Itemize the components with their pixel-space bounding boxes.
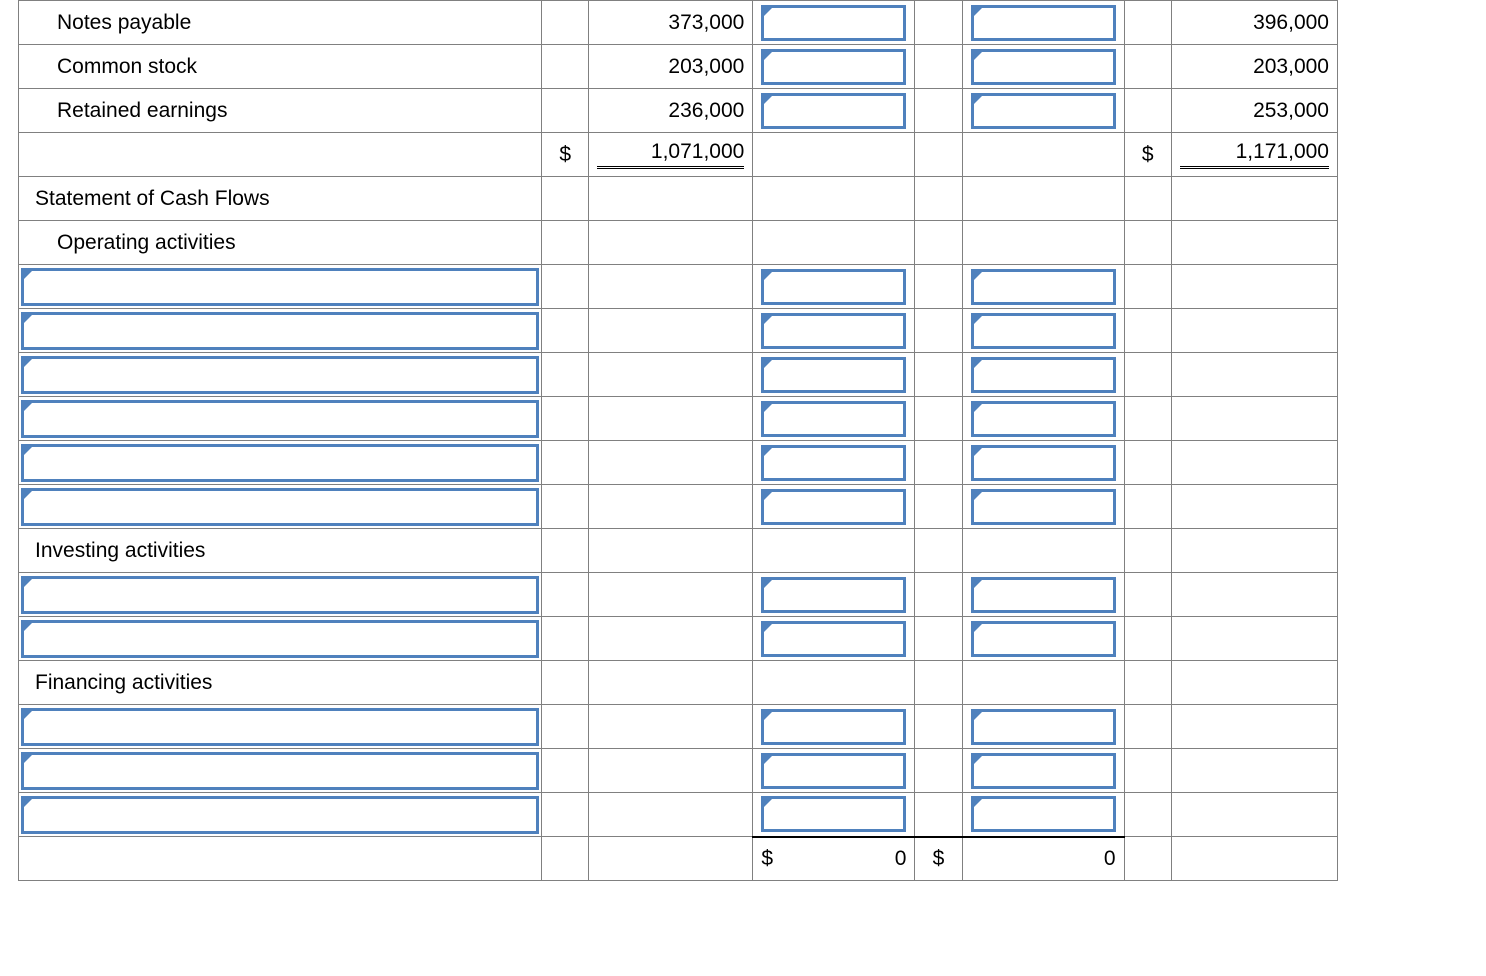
dropdown-cell[interactable] bbox=[971, 269, 1116, 305]
dropdown-cell[interactable] bbox=[761, 401, 906, 437]
dollar-sign: $ bbox=[915, 837, 962, 881]
dropdown-cell[interactable] bbox=[971, 577, 1116, 613]
row-input bbox=[19, 573, 1338, 617]
label-retained-earnings: Retained earnings bbox=[27, 99, 227, 122]
row-investing-header: Investing activities bbox=[19, 529, 1338, 573]
dropdown-cell[interactable] bbox=[761, 313, 906, 349]
row-input bbox=[19, 705, 1338, 749]
dropdown-cell[interactable] bbox=[761, 93, 906, 129]
dropdown-label[interactable] bbox=[21, 708, 539, 746]
row-input bbox=[19, 617, 1338, 661]
dropdown-cell[interactable] bbox=[761, 49, 906, 85]
row-input bbox=[19, 441, 1338, 485]
dropdown-cell[interactable] bbox=[761, 753, 906, 789]
dropdown-label[interactable] bbox=[21, 444, 539, 482]
dropdown-label[interactable] bbox=[21, 356, 539, 394]
dropdown-cell[interactable] bbox=[971, 796, 1116, 832]
row-notes-payable: Notes payable 373,000 396,000 bbox=[19, 1, 1338, 45]
row-input bbox=[19, 353, 1338, 397]
label-investing: Investing activities bbox=[27, 539, 205, 562]
row-operating-header: Operating activities bbox=[19, 221, 1338, 265]
value-retained-earnings-2: 253,000 bbox=[1171, 89, 1337, 133]
dropdown-label[interactable] bbox=[21, 268, 539, 306]
label-financing: Financing activities bbox=[27, 671, 212, 694]
statement-table: Notes payable 373,000 396,000 Common sto… bbox=[18, 0, 1338, 881]
row-scf-header: Statement of Cash Flows bbox=[19, 177, 1338, 221]
value-retained-earnings-1: 236,000 bbox=[589, 89, 753, 133]
row-total-balance: $ 1,071,000 $ 1,171,000 bbox=[19, 133, 1338, 177]
dropdown-cell[interactable] bbox=[971, 401, 1116, 437]
dollar-sign: $ bbox=[761, 847, 773, 871]
row-input bbox=[19, 397, 1338, 441]
value-bottom-1: 0 bbox=[895, 847, 907, 870]
label-common-stock: Common stock bbox=[27, 55, 197, 78]
value-common-stock-2: 203,000 bbox=[1171, 45, 1337, 89]
dropdown-label[interactable] bbox=[21, 620, 539, 658]
dropdown-cell[interactable] bbox=[761, 796, 906, 832]
value-bottom-2: 0 bbox=[962, 837, 1124, 881]
dropdown-cell[interactable] bbox=[971, 489, 1116, 525]
dropdown-cell[interactable] bbox=[971, 93, 1116, 129]
dropdown-label[interactable] bbox=[21, 400, 539, 438]
dropdown-cell[interactable] bbox=[761, 489, 906, 525]
dropdown-cell[interactable] bbox=[971, 357, 1116, 393]
value-notes-payable-1: 373,000 bbox=[589, 1, 753, 45]
dollar-sign: $ bbox=[1124, 133, 1171, 177]
dropdown-cell[interactable] bbox=[761, 357, 906, 393]
row-retained-earnings: Retained earnings 236,000 253,000 bbox=[19, 89, 1338, 133]
dropdown-cell[interactable] bbox=[761, 5, 906, 41]
row-bottom-total: $ 0 $ 0 bbox=[19, 837, 1338, 881]
value-total-1: 1,071,000 bbox=[597, 140, 744, 169]
row-input bbox=[19, 309, 1338, 353]
dropdown-cell[interactable] bbox=[971, 709, 1116, 745]
dropdown-cell[interactable] bbox=[971, 313, 1116, 349]
dollar-sign: $ bbox=[542, 133, 589, 177]
dropdown-label[interactable] bbox=[21, 576, 539, 614]
dropdown-cell[interactable] bbox=[971, 445, 1116, 481]
label-notes-payable: Notes payable bbox=[27, 11, 191, 34]
value-common-stock-1: 203,000 bbox=[589, 45, 753, 89]
row-input bbox=[19, 749, 1338, 793]
value-notes-payable-2: 396,000 bbox=[1171, 1, 1337, 45]
dropdown-cell[interactable] bbox=[971, 753, 1116, 789]
dropdown-cell[interactable] bbox=[761, 445, 906, 481]
dropdown-label[interactable] bbox=[21, 488, 539, 526]
row-input bbox=[19, 265, 1338, 309]
dropdown-cell[interactable] bbox=[971, 621, 1116, 657]
value-total-2: 1,171,000 bbox=[1180, 140, 1329, 169]
row-financing-header: Financing activities bbox=[19, 661, 1338, 705]
dropdown-cell[interactable] bbox=[971, 49, 1116, 85]
dropdown-cell[interactable] bbox=[761, 709, 906, 745]
dropdown-label[interactable] bbox=[21, 796, 539, 834]
row-input bbox=[19, 485, 1338, 529]
dropdown-cell[interactable] bbox=[761, 621, 906, 657]
dropdown-cell[interactable] bbox=[971, 5, 1116, 41]
row-common-stock: Common stock 203,000 203,000 bbox=[19, 45, 1338, 89]
dropdown-label[interactable] bbox=[21, 312, 539, 350]
label-scf: Statement of Cash Flows bbox=[27, 187, 270, 210]
dropdown-label[interactable] bbox=[21, 752, 539, 790]
row-input bbox=[19, 793, 1338, 837]
dropdown-cell[interactable] bbox=[761, 577, 906, 613]
dropdown-cell[interactable] bbox=[761, 269, 906, 305]
label-operating: Operating activities bbox=[27, 231, 236, 254]
